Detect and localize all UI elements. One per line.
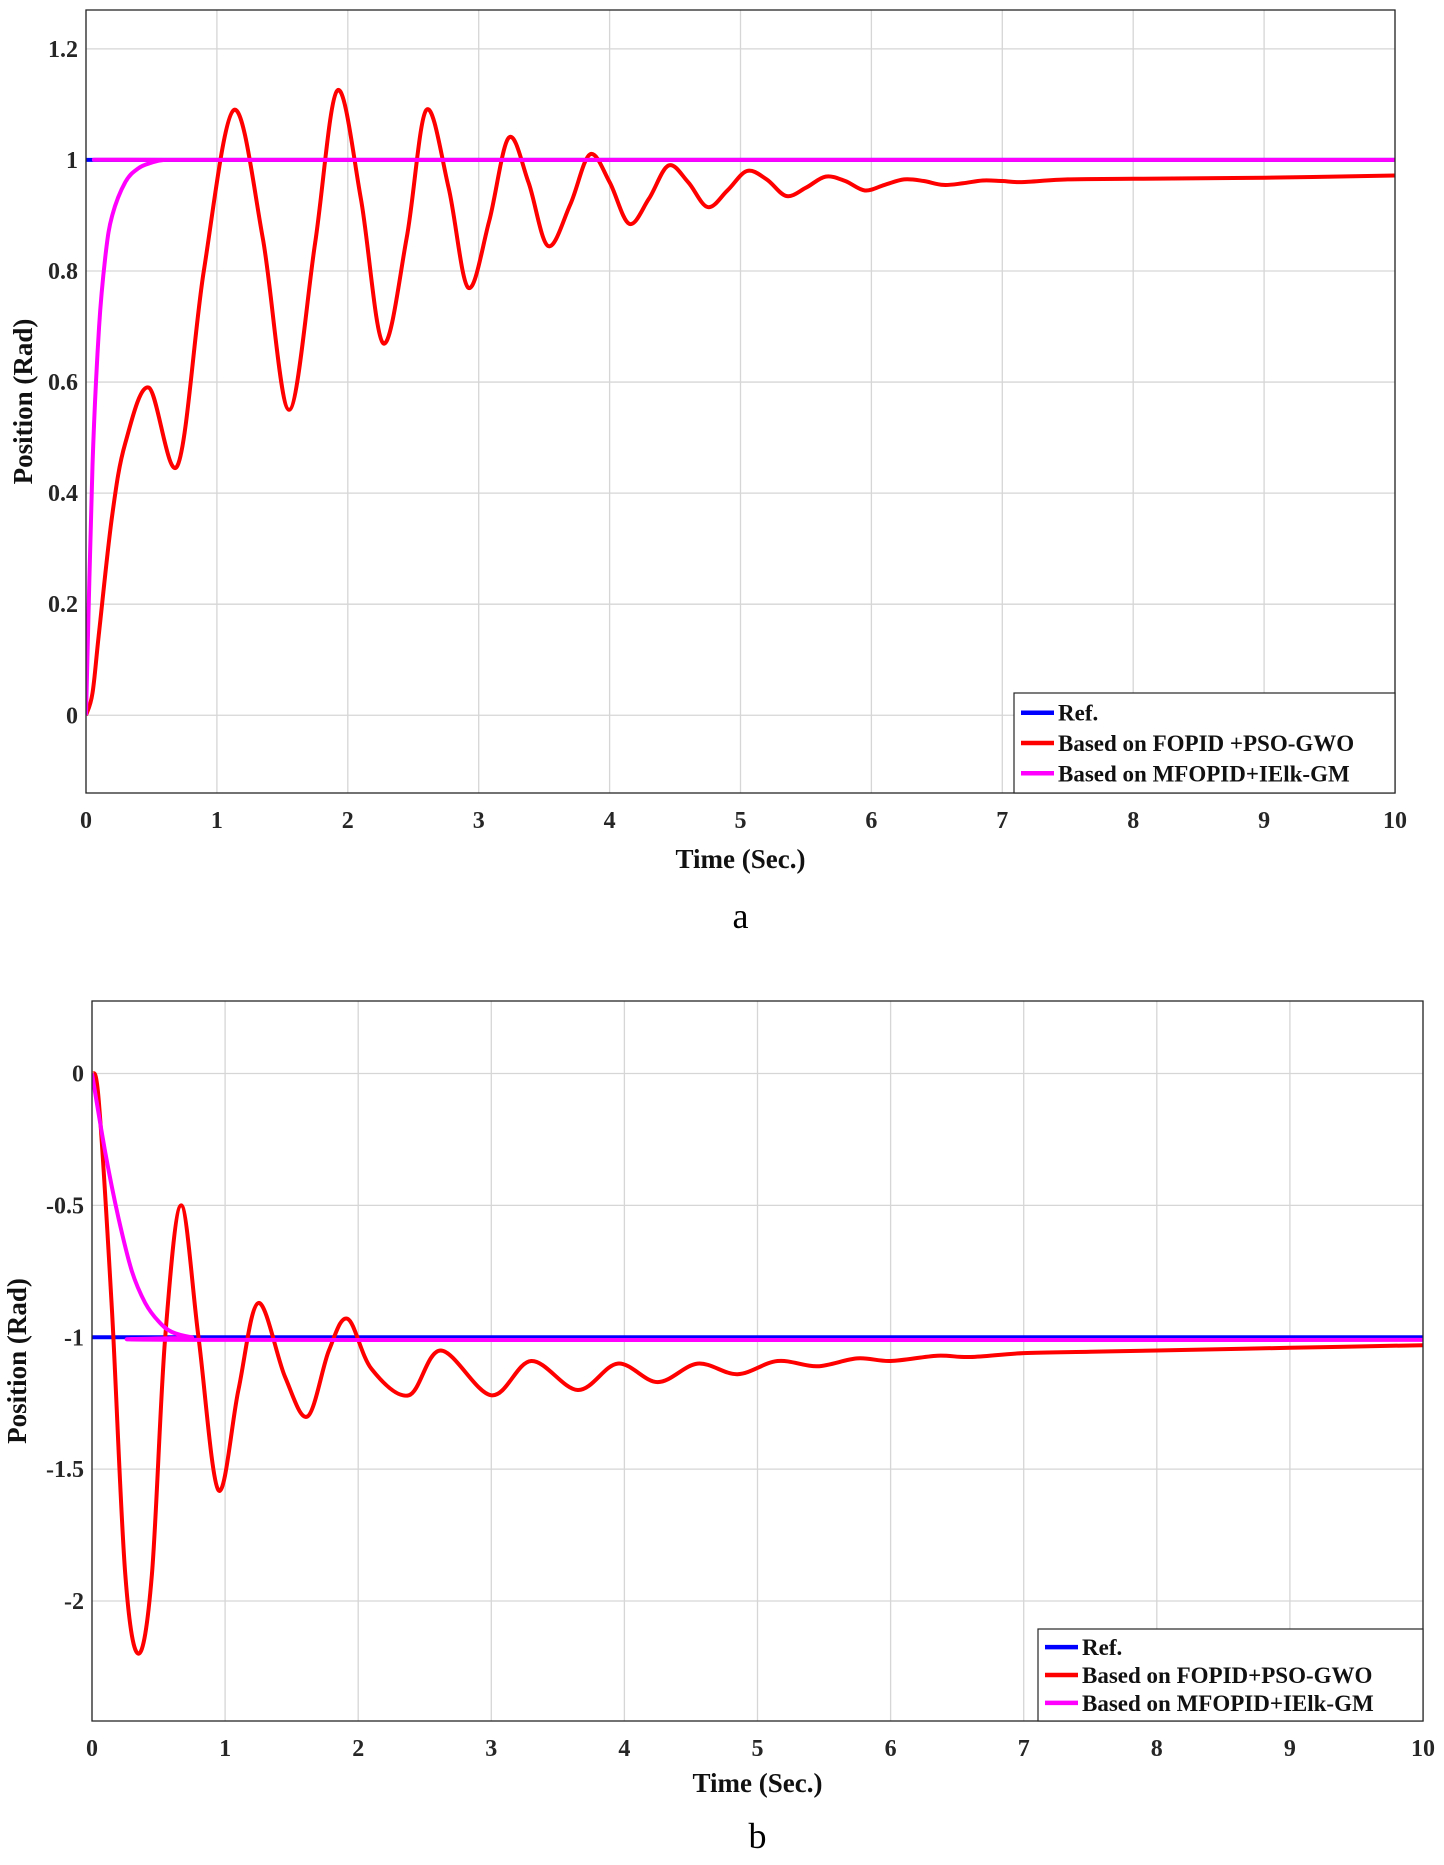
y-tick-label: 0 <box>66 703 78 729</box>
y-tick-label: -1.5 <box>46 1457 84 1483</box>
x-tick-label: 1 <box>219 1736 231 1762</box>
figure-caption: b <box>749 1816 767 1856</box>
series-group <box>92 1071 1423 1656</box>
y-tick-label: 0.2 <box>48 592 78 618</box>
y-axis-label: Position (Rad) <box>8 319 38 485</box>
x-tick-label: 10 <box>1383 808 1407 834</box>
x-tick-label: 0 <box>80 808 92 834</box>
plot-border <box>91 1000 1424 1722</box>
x-tick-label: 0 <box>86 1736 98 1762</box>
x-axis-label: Time (Sec.) <box>693 1768 823 1798</box>
plot-border <box>85 9 1396 794</box>
y-tick-label: 1 <box>66 148 78 174</box>
legend-box <box>1037 1628 1424 1722</box>
x-tick-label: 9 <box>1284 1736 1296 1762</box>
x-tick-label: 5 <box>735 808 747 834</box>
series-line-1 <box>92 1071 1423 1656</box>
x-tick-label: 2 <box>352 1736 364 1762</box>
x-tick-label: 4 <box>604 808 616 834</box>
y-tick-label: 0.4 <box>48 481 78 507</box>
legend-box <box>1013 692 1396 794</box>
x-tick-label: 5 <box>752 1736 764 1762</box>
legend-label-0: Ref. <box>1082 1635 1122 1660</box>
y-tick-label: 0.6 <box>48 370 78 396</box>
x-tick-label: 6 <box>885 1736 897 1762</box>
x-tick-label: 7 <box>1018 1736 1030 1762</box>
y-tick-label: 0 <box>72 1062 84 1088</box>
x-tick-label: 8 <box>1127 808 1139 834</box>
series-line-2 <box>92 1073 1423 1343</box>
x-tick-label: 10 <box>1411 1736 1435 1762</box>
series-line-2 <box>86 157 1395 716</box>
y-tick-label: -1 <box>64 1325 84 1351</box>
legend-label-1: Based on FOPID+PSO-GWO <box>1082 1663 1372 1688</box>
chart-b: 0 1 2 3 4 5 6 7 8 9 10 -2 -1.5 -1 -0.5 0 Time (Sec.) Posi… <box>2 1000 1435 1856</box>
y-tick-label: 1.2 <box>48 37 78 63</box>
y-axis-label: Position (Rad) <box>2 1278 32 1444</box>
x-tick-label: 6 <box>865 808 877 834</box>
x-tick-label: 7 <box>996 808 1008 834</box>
series-group <box>86 88 1395 716</box>
y-tick-label: 0.8 <box>48 259 78 285</box>
x-tick-label: 3 <box>473 808 485 834</box>
x-tick-label: 9 <box>1258 808 1270 834</box>
legend-label-2: Based on MFOPID+IElk-GM <box>1058 761 1350 786</box>
figure-caption: a <box>733 896 749 936</box>
legend: Ref. Based on FOPID+PSO-GWO Based on MFOPI… <box>1037 1628 1424 1722</box>
y-tick-label: -0.5 <box>46 1193 84 1219</box>
legend-label-0: Ref. <box>1058 701 1098 726</box>
y-tick-label: -2 <box>64 1589 84 1615</box>
x-tick-label: 2 <box>342 808 354 834</box>
x-tick-label: 1 <box>211 808 223 834</box>
legend-label-2: Based on MFOPID+IElk-GM <box>1082 1691 1374 1716</box>
x-tick-label: 4 <box>618 1736 630 1762</box>
x-tick-label: 8 <box>1151 1736 1163 1762</box>
chart-a: 0 1 2 3 4 5 6 7 8 9 10 0 0.2 0.4 0.6 0.8 1 1.2 Time (Sec.)… <box>8 9 1407 936</box>
legend-label-1: Based on FOPID +PSO-GWO <box>1058 731 1354 756</box>
series-line-1 <box>86 88 1395 716</box>
x-tick-label: 3 <box>485 1736 497 1762</box>
x-axis-label: Time (Sec.) <box>676 844 806 874</box>
legend: Ref. Based on FOPID +PSO-GWO Based on MFOP… <box>1013 692 1396 794</box>
